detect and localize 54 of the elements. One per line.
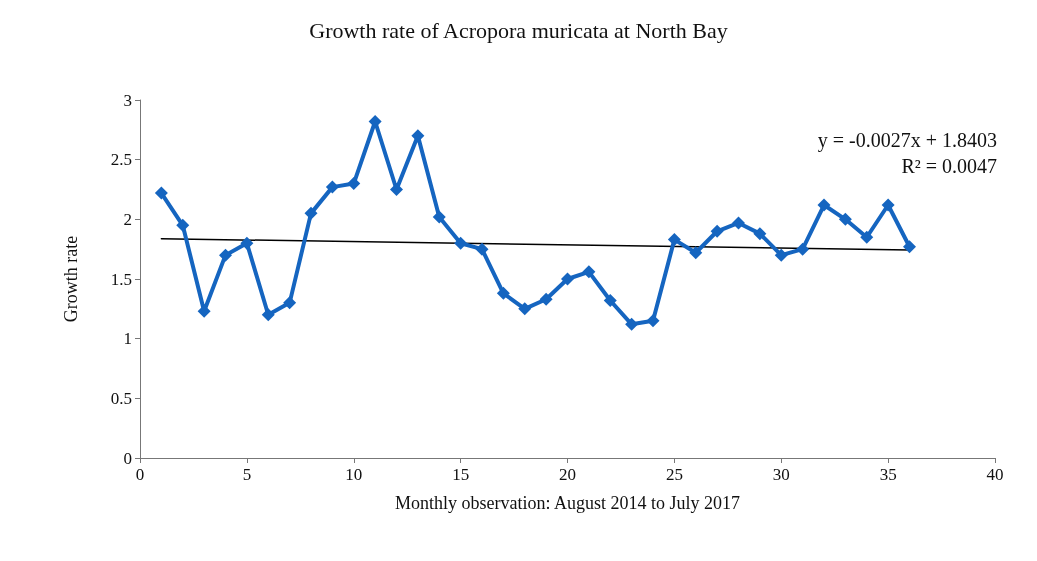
point bbox=[881, 198, 895, 212]
point bbox=[646, 314, 660, 328]
point bbox=[432, 210, 446, 224]
point bbox=[261, 308, 275, 322]
x-tick-label: 20 bbox=[559, 465, 576, 484]
point bbox=[603, 293, 617, 307]
x-axis-title: Monthly observation: August 2014 to July 2017 bbox=[394, 493, 741, 513]
point bbox=[561, 272, 574, 286]
point bbox=[903, 240, 916, 254]
point bbox=[454, 236, 468, 250]
point bbox=[154, 186, 168, 200]
y-tick-label: 1 bbox=[123, 329, 132, 349]
x-tick-label: 10 bbox=[345, 465, 363, 484]
point bbox=[710, 224, 724, 238]
x-tick-label: 15 bbox=[452, 465, 470, 484]
y-tick-label: 2.5 bbox=[110, 150, 132, 170]
point bbox=[283, 296, 297, 310]
y-tick-label: 0.5 bbox=[110, 388, 132, 408]
point bbox=[390, 183, 403, 196]
point bbox=[689, 246, 703, 260]
point bbox=[347, 177, 361, 191]
x-tick-label: 5 bbox=[242, 465, 252, 484]
x-tick-label: 30 bbox=[772, 465, 790, 484]
point bbox=[582, 265, 596, 279]
chart-title: Growth rate of Acropora muricata at North Bay bbox=[309, 17, 728, 43]
point bbox=[732, 216, 745, 230]
y-tick-label: 1.5 bbox=[110, 269, 132, 289]
y-tick-label: 3 bbox=[123, 90, 132, 110]
point bbox=[325, 180, 339, 194]
point bbox=[667, 233, 681, 247]
point bbox=[176, 218, 190, 232]
point bbox=[475, 242, 489, 256]
x-tick-label: 40 bbox=[986, 465, 1004, 484]
point bbox=[817, 198, 831, 212]
point bbox=[753, 227, 767, 241]
x-tick-label: 35 bbox=[879, 465, 897, 484]
point bbox=[539, 292, 553, 306]
annotation: y = -0.0027x + 1.8403 bbox=[817, 129, 997, 152]
x-tick-label: 0 bbox=[135, 465, 145, 484]
point bbox=[518, 302, 532, 316]
point bbox=[219, 248, 232, 262]
x-tick-label: 25 bbox=[665, 465, 683, 484]
point bbox=[240, 236, 254, 250]
point bbox=[774, 248, 788, 262]
point bbox=[625, 317, 639, 331]
point bbox=[838, 212, 852, 226]
point bbox=[796, 242, 810, 256]
point bbox=[304, 206, 318, 220]
point bbox=[860, 230, 874, 244]
y-tick-label: 0 bbox=[123, 448, 132, 468]
y-axis-title: Growth rate bbox=[61, 235, 81, 323]
y-tick-label: 2 bbox=[123, 209, 132, 229]
point bbox=[496, 286, 510, 300]
annotation: R² = 0.0047 bbox=[901, 155, 997, 177]
